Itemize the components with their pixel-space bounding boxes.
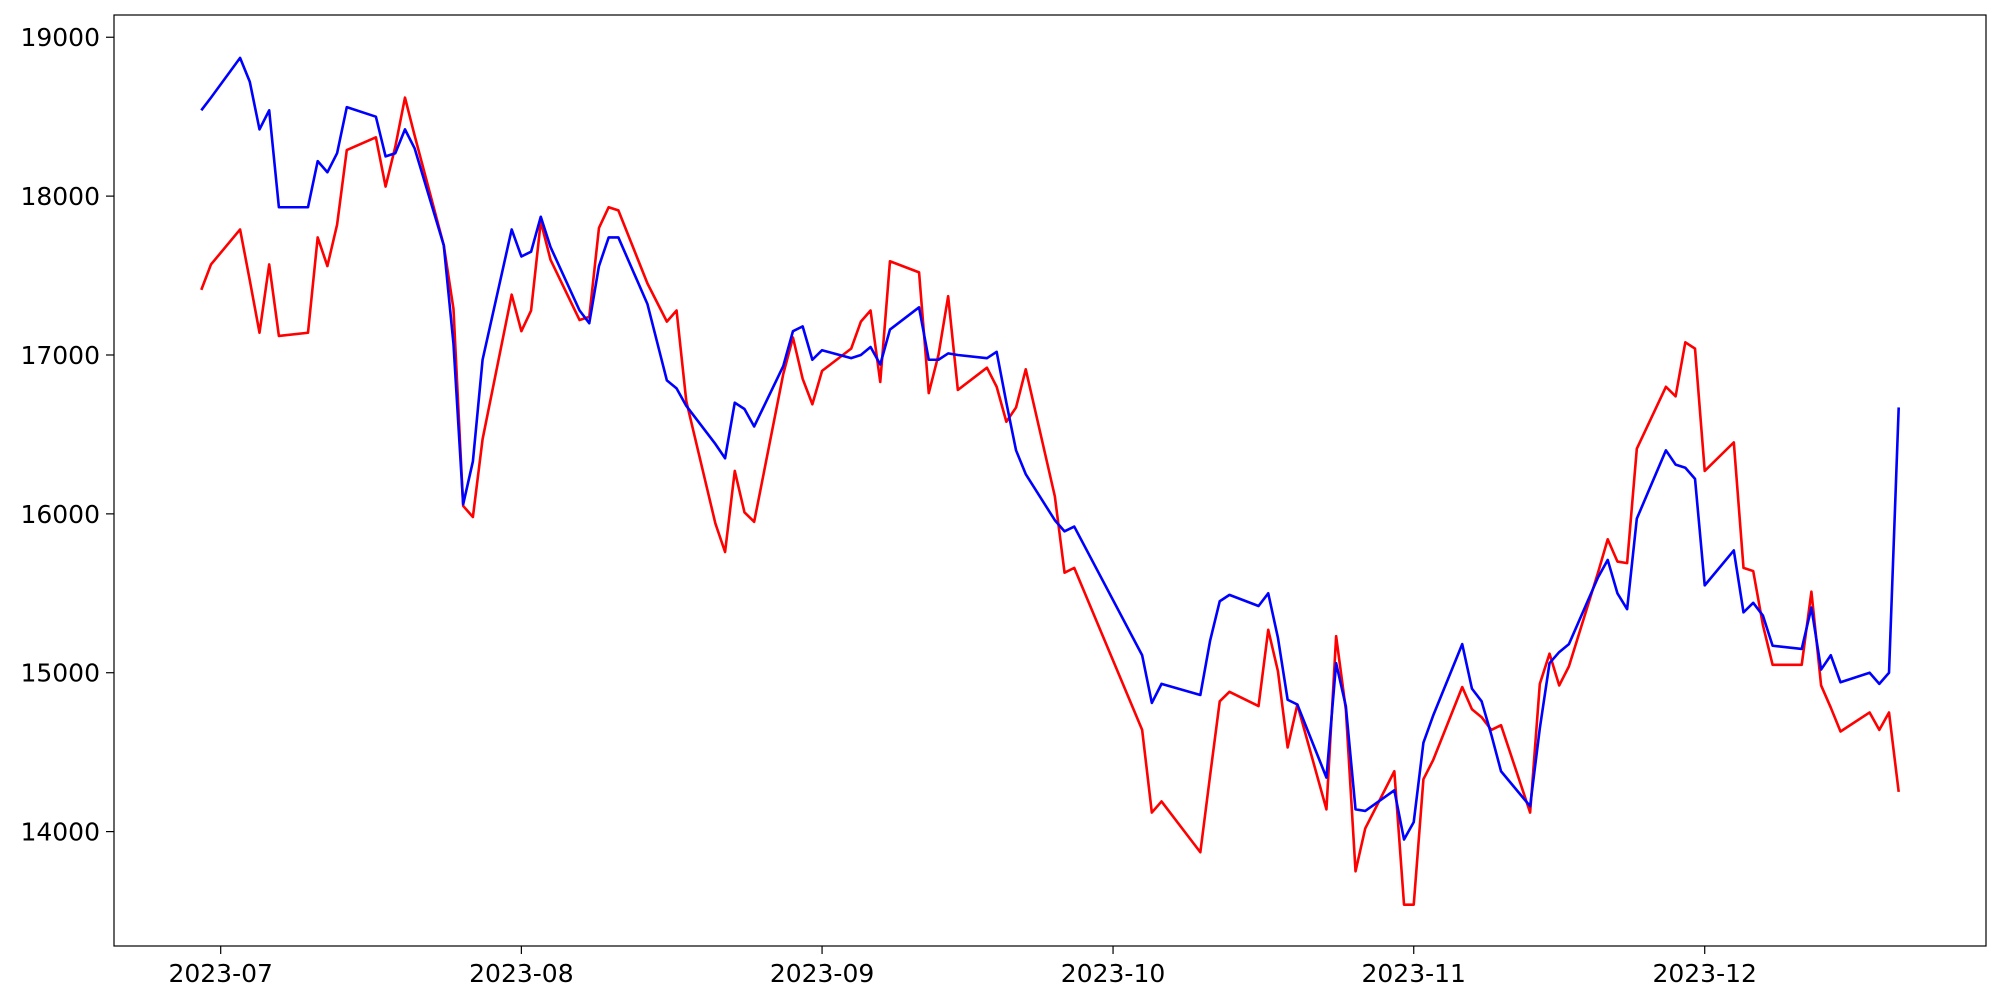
y-tick-label: 17000 — [20, 341, 100, 370]
y-tick-label: 19000 — [20, 23, 100, 52]
y-tick-label: 18000 — [20, 182, 100, 211]
x-tick-label: 2023-09 — [770, 959, 874, 988]
y-tick-label: 14000 — [20, 818, 100, 847]
line-series — [200, 56, 1900, 841]
x-tick-label: 2023-07 — [168, 959, 272, 988]
y-tick-label: 15000 — [20, 659, 100, 688]
x-tick-label: 2023-11 — [1361, 959, 1465, 988]
x-tick-label: 2023-10 — [1061, 959, 1165, 988]
y-tick-label: 16000 — [20, 500, 100, 529]
plot-frame — [113, 14, 1987, 947]
line-series — [200, 96, 1900, 906]
x-tick-label: 2023-12 — [1652, 959, 1756, 988]
x-tick-label: 2023-08 — [469, 959, 573, 988]
